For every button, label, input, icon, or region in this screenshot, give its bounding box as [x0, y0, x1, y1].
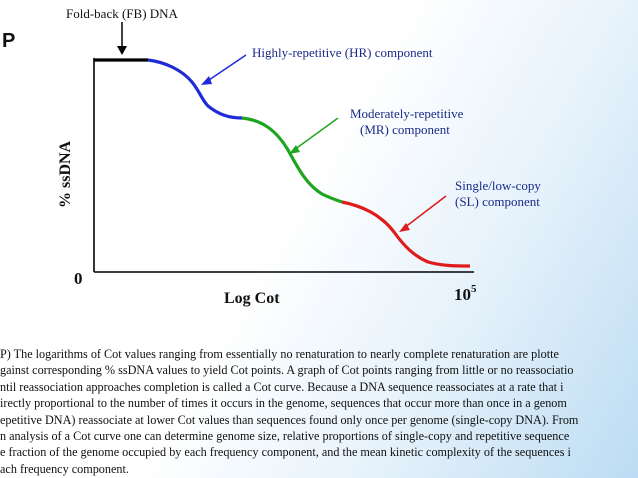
panel-letter: P: [2, 30, 16, 52]
x-end-exp: 5: [471, 283, 477, 295]
x-axis-label: Log Cot: [224, 290, 280, 307]
figure-caption: P) The logarithms of Cot values ranging …: [0, 346, 638, 477]
curve-sl-segment: [341, 200, 471, 268]
cot-curve-diagram: Fold-back (FB) DNA Highly-repetitive (HR…: [57, 6, 541, 307]
hr-arrow: [201, 54, 247, 85]
caption-line: ach frequency component.: [0, 461, 129, 476]
mr-arrow: [289, 117, 339, 154]
caption-line: irectly proportional to the number of ti…: [0, 396, 567, 411]
caption-line: gainst corresponding % ssDNA values to y…: [0, 363, 574, 378]
mr-label-line2: (MR) component: [360, 122, 450, 137]
x-end-label: 105: [454, 283, 477, 304]
caption-line: n analysis of a Cot curve one can determ…: [0, 429, 570, 444]
mr-label-line1: Moderately-repetitive: [350, 106, 464, 121]
sl-label-line1: Single/low-copy: [455, 178, 541, 193]
fb-label: Fold-back (FB) DNA: [66, 6, 179, 21]
hr-label: Highly-repetitive (HR) component: [252, 45, 433, 60]
y-origin-label: 0: [74, 269, 83, 288]
curve-hr-segment: [147, 58, 243, 120]
fb-arrow: [117, 22, 127, 55]
caption-line: P) The logarithms of Cot values ranging …: [0, 347, 559, 361]
sl-label-line2: (SL) component: [455, 194, 540, 209]
caption-line: epetitive DNA) reassociate at lower Cot …: [0, 412, 579, 427]
caption-line: e fraction of the genome occupied by eac…: [0, 445, 571, 460]
sl-arrow: [399, 195, 447, 232]
y-axis-label: % ssDNA: [57, 140, 74, 208]
x-end-base: 10: [454, 285, 471, 304]
caption-line: ntil reassociation approaches completion…: [0, 379, 564, 394]
curve-mr-segment: [241, 116, 343, 204]
